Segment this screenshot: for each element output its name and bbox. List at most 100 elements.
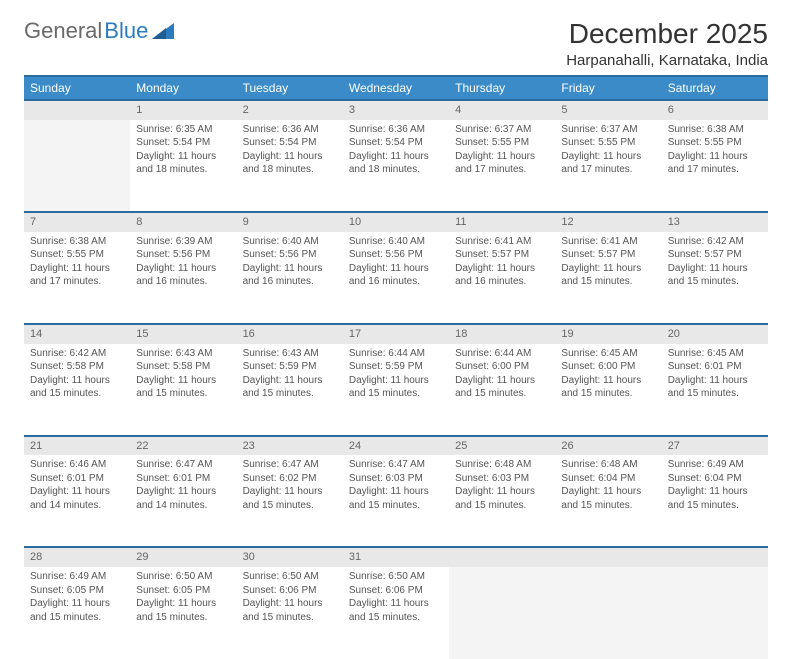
day-content-cell: Sunrise: 6:42 AMSunset: 5:58 PMDaylight:… [24,344,130,436]
day-number-cell: 1 [130,100,236,120]
logo: GeneralBlue [24,18,174,44]
sunset-line: Sunset: 5:56 PM [136,248,230,262]
sunrise-line: Sunrise: 6:49 AM [30,570,124,584]
month-title: December 2025 [566,18,768,50]
weekday-header-row: SundayMondayTuesdayWednesdayThursdayFrid… [24,76,768,100]
day-content-cell: Sunrise: 6:43 AMSunset: 5:59 PMDaylight:… [237,344,343,436]
sunrise-line: Sunrise: 6:40 AM [243,235,337,249]
day-number-row: 21222324252627 [24,436,768,456]
sunrise-line: Sunrise: 6:37 AM [561,123,655,137]
day-content-cell: Sunrise: 6:49 AMSunset: 6:05 PMDaylight:… [24,567,130,659]
day-content-cell [449,567,555,659]
daylight-line: Daylight: 11 hours and 15 minutes. [30,597,124,624]
day-content-cell [555,567,661,659]
daylight-line: Daylight: 11 hours and 16 minutes. [243,262,337,289]
day-number-row: 14151617181920 [24,324,768,344]
daylight-line: Daylight: 11 hours and 14 minutes. [136,485,230,512]
day-number-cell: 22 [130,436,236,456]
sunset-line: Sunset: 6:01 PM [30,472,124,486]
day-content-cell [662,567,768,659]
day-number-cell: 24 [343,436,449,456]
day-number-cell: 11 [449,212,555,232]
day-number-cell: 2 [237,100,343,120]
daylight-line: Daylight: 11 hours and 15 minutes. [243,485,337,512]
daylight-line: Daylight: 11 hours and 15 minutes. [243,374,337,401]
day-content-cell: Sunrise: 6:43 AMSunset: 5:58 PMDaylight:… [130,344,236,436]
sunset-line: Sunset: 5:57 PM [455,248,549,262]
day-number-cell: 3 [343,100,449,120]
daylight-line: Daylight: 11 hours and 15 minutes. [668,262,762,289]
day-number-cell [555,547,661,567]
weekday-header: Sunday [24,76,130,100]
header: GeneralBlue December 2025 Harpanahalli, … [24,18,768,69]
sunset-line: Sunset: 5:57 PM [561,248,655,262]
day-number-cell: 15 [130,324,236,344]
day-number-cell: 31 [343,547,449,567]
logo-text-general: General [24,18,102,44]
sunrise-line: Sunrise: 6:40 AM [349,235,443,249]
day-content-cell: Sunrise: 6:44 AMSunset: 5:59 PMDaylight:… [343,344,449,436]
day-content-cell: Sunrise: 6:47 AMSunset: 6:01 PMDaylight:… [130,455,236,547]
sunset-line: Sunset: 6:05 PM [30,584,124,598]
day-content-cell: Sunrise: 6:50 AMSunset: 6:05 PMDaylight:… [130,567,236,659]
day-content-cell: Sunrise: 6:40 AMSunset: 5:56 PMDaylight:… [237,232,343,324]
day-number-cell: 14 [24,324,130,344]
sunset-line: Sunset: 5:54 PM [349,136,443,150]
day-content-cell: Sunrise: 6:50 AMSunset: 6:06 PMDaylight:… [343,567,449,659]
logo-text-blue: Blue [104,18,148,44]
day-number-cell: 4 [449,100,555,120]
daylight-line: Daylight: 11 hours and 15 minutes. [30,374,124,401]
sunset-line: Sunset: 5:55 PM [561,136,655,150]
daylight-line: Daylight: 11 hours and 18 minutes. [243,150,337,177]
daylight-line: Daylight: 11 hours and 15 minutes. [349,485,443,512]
sunrise-line: Sunrise: 6:44 AM [349,347,443,361]
sunrise-line: Sunrise: 6:36 AM [243,123,337,137]
daylight-line: Daylight: 11 hours and 15 minutes. [455,374,549,401]
day-number-cell: 8 [130,212,236,232]
weekday-header: Monday [130,76,236,100]
sunset-line: Sunset: 6:00 PM [455,360,549,374]
sunrise-line: Sunrise: 6:50 AM [349,570,443,584]
day-number-cell: 17 [343,324,449,344]
daylight-line: Daylight: 11 hours and 15 minutes. [136,597,230,624]
daylight-line: Daylight: 11 hours and 15 minutes. [668,485,762,512]
sunset-line: Sunset: 6:02 PM [243,472,337,486]
sunset-line: Sunset: 5:56 PM [243,248,337,262]
day-content-cell: Sunrise: 6:42 AMSunset: 5:57 PMDaylight:… [662,232,768,324]
sunset-line: Sunset: 5:55 PM [30,248,124,262]
day-content-cell: Sunrise: 6:37 AMSunset: 5:55 PMDaylight:… [555,120,661,212]
day-number-cell: 21 [24,436,130,456]
sunset-line: Sunset: 5:55 PM [455,136,549,150]
weekday-header: Tuesday [237,76,343,100]
day-content-cell: Sunrise: 6:45 AMSunset: 6:00 PMDaylight:… [555,344,661,436]
day-number-cell: 29 [130,547,236,567]
day-number-cell: 23 [237,436,343,456]
day-number-row: 78910111213 [24,212,768,232]
day-content-cell: Sunrise: 6:44 AMSunset: 6:00 PMDaylight:… [449,344,555,436]
weekday-header: Friday [555,76,661,100]
weekday-header: Saturday [662,76,768,100]
sunset-line: Sunset: 5:54 PM [243,136,337,150]
daylight-line: Daylight: 11 hours and 15 minutes. [349,374,443,401]
day-number-cell: 13 [662,212,768,232]
daylight-line: Daylight: 11 hours and 14 minutes. [30,485,124,512]
day-content-cell: Sunrise: 6:38 AMSunset: 5:55 PMDaylight:… [24,232,130,324]
day-content-row: Sunrise: 6:46 AMSunset: 6:01 PMDaylight:… [24,455,768,547]
sunset-line: Sunset: 5:54 PM [136,136,230,150]
sunrise-line: Sunrise: 6:46 AM [30,458,124,472]
sunrise-line: Sunrise: 6:43 AM [243,347,337,361]
day-number-cell: 5 [555,100,661,120]
sunrise-line: Sunrise: 6:47 AM [349,458,443,472]
sunrise-line: Sunrise: 6:35 AM [136,123,230,137]
sunrise-line: Sunrise: 6:42 AM [668,235,762,249]
sunset-line: Sunset: 6:01 PM [668,360,762,374]
day-number-cell: 12 [555,212,661,232]
daylight-line: Daylight: 11 hours and 17 minutes. [561,150,655,177]
day-content-cell: Sunrise: 6:39 AMSunset: 5:56 PMDaylight:… [130,232,236,324]
day-content-cell: Sunrise: 6:48 AMSunset: 6:04 PMDaylight:… [555,455,661,547]
sunset-line: Sunset: 6:04 PM [668,472,762,486]
day-content-cell: Sunrise: 6:38 AMSunset: 5:55 PMDaylight:… [662,120,768,212]
sunset-line: Sunset: 5:59 PM [349,360,443,374]
sunset-line: Sunset: 6:03 PM [455,472,549,486]
day-number-cell: 7 [24,212,130,232]
